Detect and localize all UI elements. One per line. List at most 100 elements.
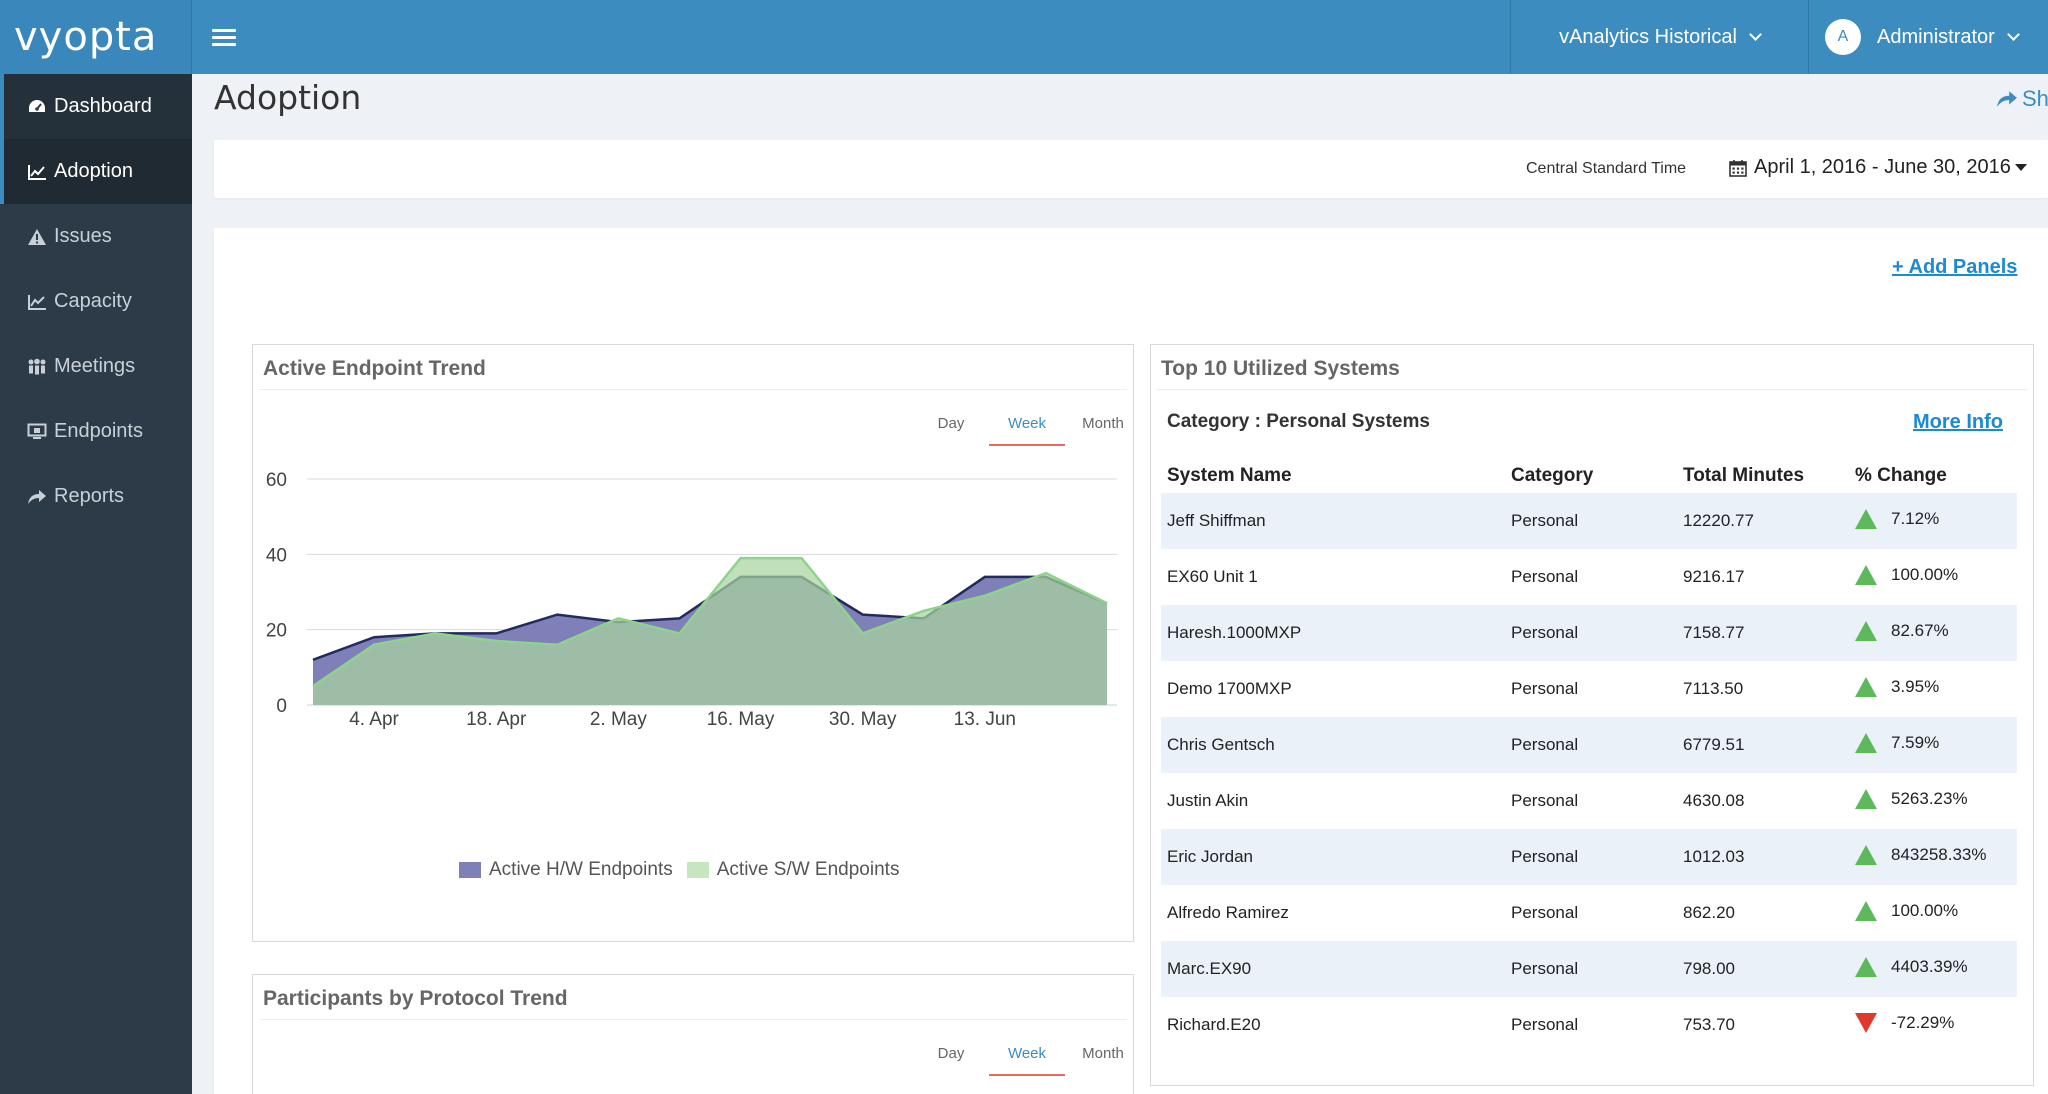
- cell-total-minutes: 9216.17: [1683, 567, 1745, 586]
- series-area-1[interactable]: [313, 558, 1107, 705]
- cell-category: Personal: [1505, 605, 1677, 661]
- cell-change: 100.00%: [1849, 549, 2017, 605]
- cell-category: Personal: [1505, 493, 1677, 549]
- series-line-1: [312, 556, 1108, 688]
- cell-category: Personal: [1505, 717, 1677, 773]
- table-row[interactable]: Haresh.1000MXP Personal 7158.77 82.67%: [1161, 605, 2017, 661]
- sidebar-item-issues[interactable]: Issues: [0, 204, 192, 269]
- cell-system-name: Richard.E20: [1167, 1015, 1261, 1034]
- cell-total-minutes: 7158.77: [1677, 605, 1849, 661]
- table-row[interactable]: Richard.E20 Personal 753.70 -72.29%: [1161, 997, 2017, 1053]
- cell-system-name: Marc.EX90: [1161, 941, 1505, 997]
- table-row[interactable]: Chris Gentsch Personal 6779.51 7.59%: [1161, 717, 2017, 773]
- sidebar-item-label: Adoption: [54, 160, 133, 182]
- change-value: 3.95%: [1891, 676, 1940, 696]
- change-value: 5263.23%: [1891, 788, 1968, 808]
- sidebar-item-meetings[interactable]: Meetings: [0, 334, 192, 399]
- cell-change: 3.95%: [1849, 661, 2017, 717]
- column-header-total-minutes[interactable]: Total Minutes: [1683, 465, 1805, 486]
- category-label: Category : Personal Systems: [1167, 411, 1430, 432]
- user-menu[interactable]: A Administrator: [1808, 0, 2048, 74]
- cell-system-name: Eric Jordan: [1161, 829, 1505, 885]
- table-row[interactable]: Alfredo Ramirez Personal 862.20 100.00%: [1161, 885, 2017, 941]
- tab-day[interactable]: Day: [937, 1045, 965, 1062]
- top-bar: vyopta vAnalytics Historical A Administr…: [0, 0, 2048, 74]
- legend-swatch-hw: [459, 862, 481, 878]
- systems-table: System Name Category Total Minutes % Cha…: [1161, 459, 2017, 1053]
- x-tick-label: 16. May: [707, 709, 775, 730]
- tab-month[interactable]: Month: [1082, 1045, 1124, 1062]
- granularity-tabs: Day Week Month: [913, 1045, 1141, 1076]
- cell-total-minutes: 7113.50: [1683, 679, 1744, 698]
- table-row[interactable]: Marc.EX90 Personal 798.00 4403.39%: [1161, 941, 2017, 997]
- legend-item-hw[interactable]: Active H/W Endpoints: [459, 859, 673, 881]
- trend-up-icon: [1855, 676, 1877, 697]
- date-range-picker[interactable]: April 1, 2016 - June 30, 2016: [1728, 156, 2027, 179]
- trend-down-icon: [1855, 1012, 1877, 1033]
- column-header-category[interactable]: Category: [1511, 465, 1594, 486]
- cell-total-minutes: 753.70: [1683, 1015, 1735, 1034]
- legend-label-hw: Active H/W Endpoints: [489, 859, 673, 880]
- cell-category: Personal: [1505, 829, 1677, 885]
- logo-area[interactable]: vyopta: [0, 0, 192, 74]
- add-panels-link[interactable]: + Add Panels: [1892, 256, 2018, 278]
- sidebar: Dashboard Adoption Issues Capacity Meeti…: [0, 74, 192, 1094]
- share-label: Sh: [2022, 86, 2048, 111]
- table-row[interactable]: Jeff Shiffman Personal 12220.77 7.12%: [1161, 493, 2017, 549]
- user-name: Administrator: [1877, 25, 1995, 48]
- line-chart-icon: [26, 162, 48, 182]
- avatar: A: [1825, 19, 1861, 55]
- sidebar-item-reports[interactable]: Reports: [0, 464, 192, 529]
- product-switcher[interactable]: vAnalytics Historical: [1510, 0, 1808, 74]
- tab-day[interactable]: Day: [937, 415, 965, 432]
- more-info-link[interactable]: More Info: [1913, 411, 2003, 433]
- legend-item-sw[interactable]: Active S/W Endpoints: [686, 859, 899, 881]
- cell-total-minutes: 6779.51: [1677, 717, 1849, 773]
- sidebar-item-label: Endpoints: [54, 420, 143, 442]
- calendar-icon: [1729, 159, 1747, 177]
- y-tick-label: 0: [276, 696, 287, 717]
- y-tick-label: 60: [266, 470, 287, 491]
- change-value: 843258.33%: [1891, 844, 1987, 864]
- sidebar-item-endpoints[interactable]: Endpoints: [0, 399, 192, 464]
- sidebar-item-capacity[interactable]: Capacity: [0, 269, 192, 334]
- cell-system-name: Haresh.1000MXP: [1161, 605, 1505, 661]
- cell-category: Personal: [1511, 1015, 1579, 1034]
- warning-icon: [26, 227, 48, 247]
- table-row[interactable]: Demo 1700MXP Personal 7113.50 3.95%: [1161, 661, 2017, 717]
- sidebar-item-dashboard[interactable]: Dashboard: [0, 74, 192, 139]
- x-tick-label: 2. May: [590, 709, 648, 730]
- column-header-system-name[interactable]: System Name: [1167, 465, 1292, 486]
- share-button[interactable]: Sh: [1996, 86, 2048, 112]
- panel-divider: [1157, 389, 2027, 390]
- cell-change: 100.00%: [1849, 885, 2017, 941]
- change-value: -72.29%: [1891, 1012, 1955, 1032]
- cell-system-name: Jeff Shiffman: [1161, 493, 1505, 549]
- tab-month[interactable]: Month: [1082, 415, 1124, 432]
- cell-category: Personal: [1511, 903, 1579, 922]
- cell-total-minutes: 862.20: [1683, 903, 1735, 922]
- column-header-change[interactable]: % Change: [1855, 465, 1947, 486]
- table-row[interactable]: Justin Akin Personal 4630.08 5263.23%: [1161, 773, 2017, 829]
- table-row[interactable]: EX60 Unit 1 Personal 9216.17 100.00%: [1161, 549, 2017, 605]
- trend-up-icon: [1855, 620, 1877, 641]
- page-title: Adoption: [214, 78, 362, 117]
- cell-total-minutes: 4630.08: [1683, 791, 1745, 810]
- users-icon: [26, 357, 48, 377]
- change-value: 100.00%: [1891, 564, 1959, 584]
- sidebar-item-adoption[interactable]: Adoption: [0, 139, 192, 204]
- cell-change: 843258.33%: [1849, 829, 2017, 885]
- tab-week[interactable]: Week: [989, 415, 1065, 446]
- change-value: 4403.39%: [1891, 956, 1968, 976]
- legend-swatch-sw: [686, 862, 709, 878]
- cell-category: Personal: [1511, 567, 1579, 586]
- logo: vyopta: [14, 14, 158, 60]
- table-row[interactable]: Eric Jordan Personal 1012.03 843258.33%: [1161, 829, 2017, 885]
- endpoint-trend-chart: 0 20 40 60 4. Apr 18. Apr 2. May 16. May 30. May…: [266, 470, 1117, 730]
- tab-week[interactable]: Week: [989, 1045, 1065, 1076]
- menu-toggle-icon[interactable]: [212, 22, 236, 52]
- cell-total-minutes: 798.00: [1677, 941, 1849, 997]
- x-tick-label: 18. Apr: [466, 709, 527, 730]
- share-icon: [26, 487, 48, 507]
- x-tick-label: 4. Apr: [349, 709, 399, 730]
